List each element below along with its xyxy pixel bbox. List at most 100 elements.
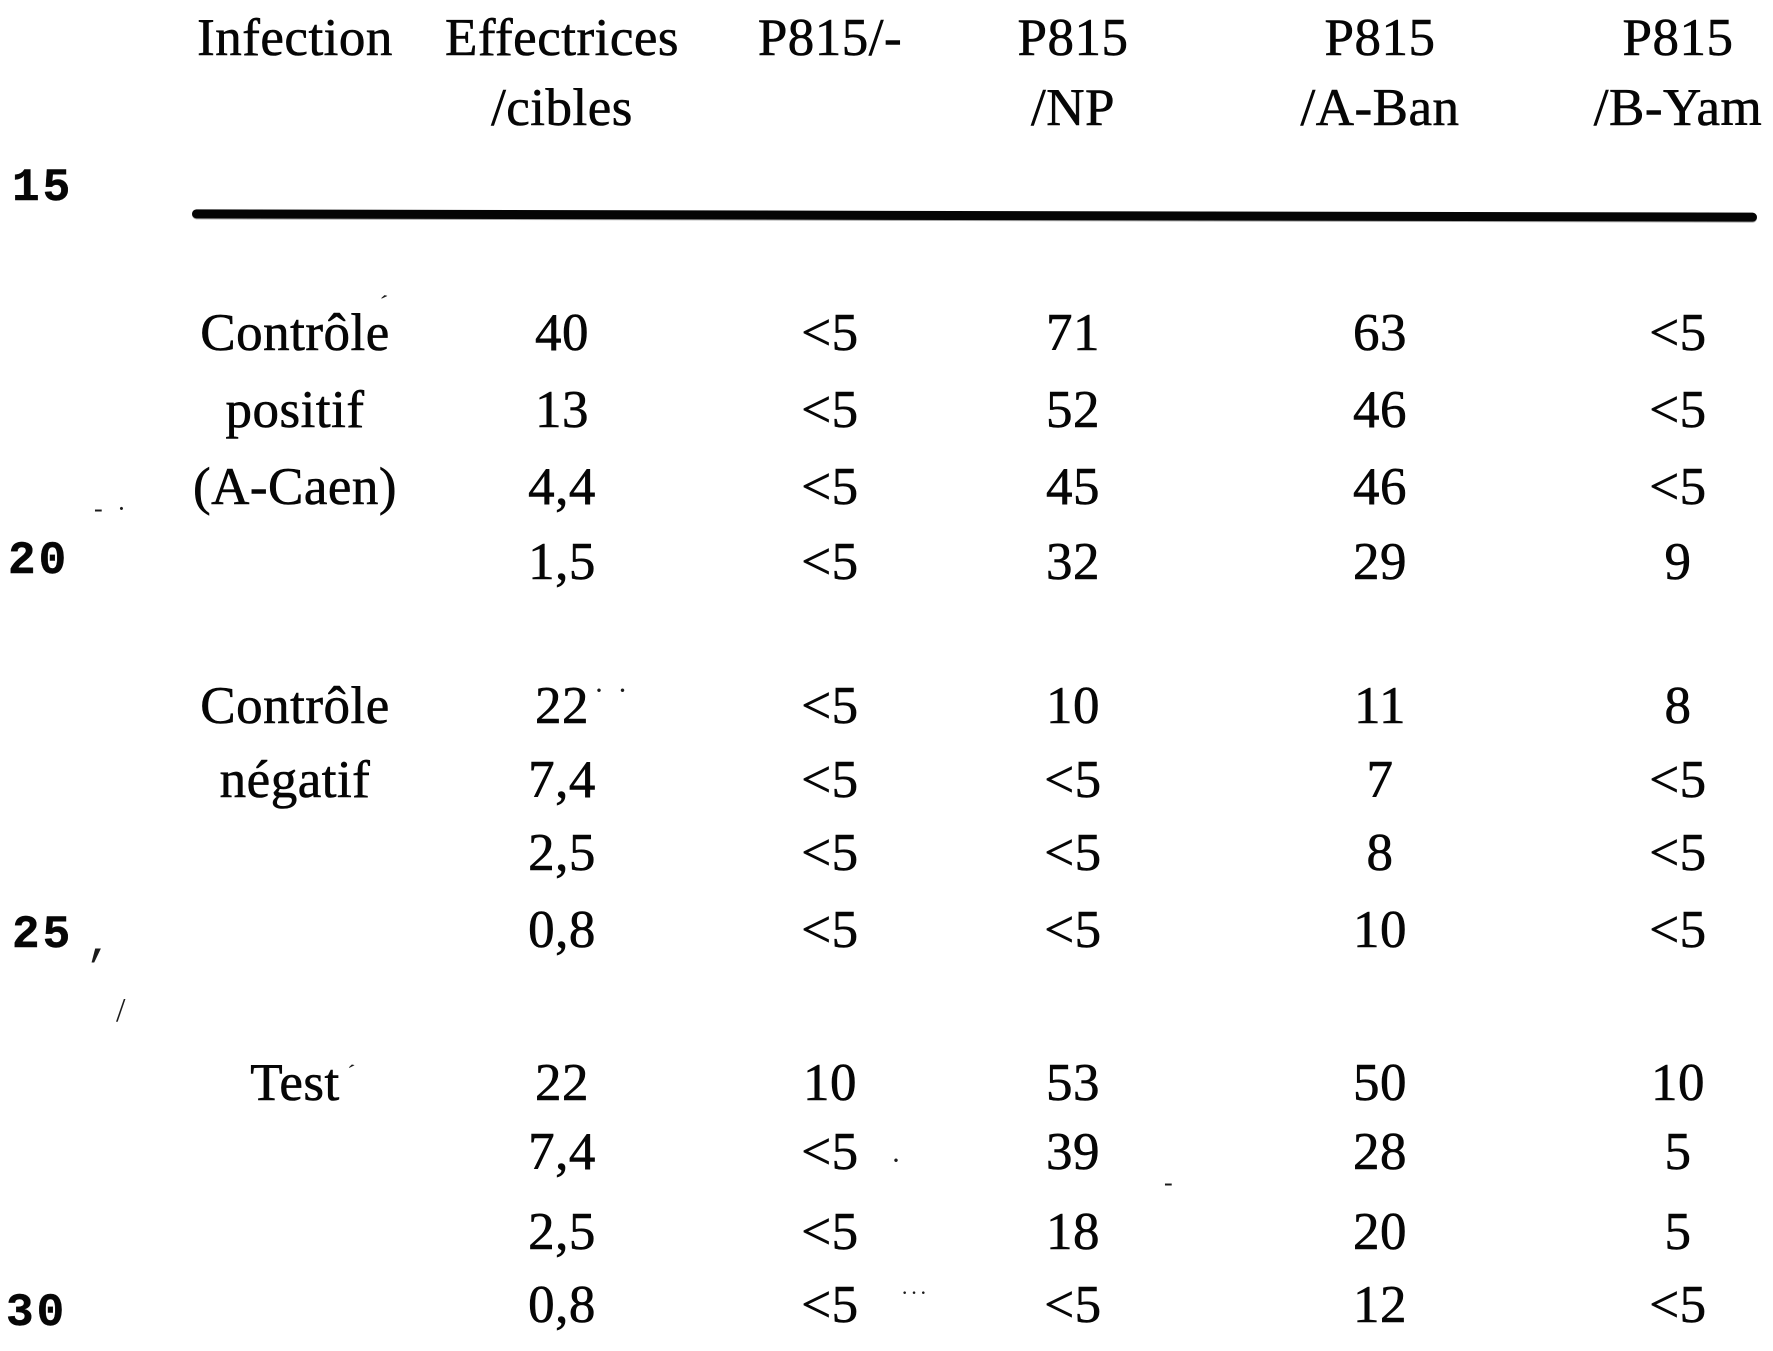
data-cell: 11 bbox=[1353, 677, 1407, 736]
scan-speck: , bbox=[86, 919, 113, 969]
table-header-row-2: /cibles /NP /A-Ban /B-Yam bbox=[0, 76, 1773, 140]
data-cell: 53 bbox=[1046, 1054, 1100, 1113]
line-number-15: 15 bbox=[12, 162, 74, 214]
data-cell: 45 bbox=[1046, 458, 1100, 517]
data-cell: <5 bbox=[1649, 901, 1707, 960]
data-cell: <5 bbox=[801, 1203, 859, 1262]
data-cell: <5 bbox=[1649, 381, 1707, 440]
data-cell: 52 bbox=[1046, 381, 1100, 440]
row-label: (A-Caen) bbox=[192, 458, 398, 517]
data-cell: 7 bbox=[1366, 751, 1394, 810]
table-row: 2,5 <5 18 20 5 bbox=[0, 1200, 1773, 1264]
table-row: négatif 7,4 <5 <5 7 <5 bbox=[0, 748, 1773, 812]
table-row: Test 22 10 53 50 10 bbox=[0, 1051, 1773, 1115]
header-infection: Infection bbox=[197, 9, 393, 68]
table-row: 0,8 <5 <5 10 <5 bbox=[0, 898, 1773, 962]
data-cell: 20 bbox=[1353, 1203, 1407, 1262]
data-cell: 22 bbox=[535, 1054, 589, 1113]
data-cell: <5 bbox=[801, 901, 859, 960]
row-label: Contrôle bbox=[200, 304, 390, 363]
header-rule bbox=[191, 209, 1758, 222]
data-cell: 18 bbox=[1046, 1203, 1100, 1262]
data-cell: 4,4 bbox=[528, 458, 596, 517]
data-cell: 7,4 bbox=[528, 751, 596, 810]
data-cell: 7,4 bbox=[528, 1123, 596, 1182]
header-p815-byam: P815 bbox=[1622, 9, 1734, 68]
data-cell: <5 bbox=[801, 1123, 859, 1182]
data-cell: 2,5 bbox=[528, 824, 596, 883]
row-label: négatif bbox=[219, 751, 371, 810]
data-cell: 40 bbox=[535, 304, 589, 363]
data-cell: <5 bbox=[1649, 458, 1707, 517]
data-cell: <5 bbox=[801, 304, 859, 363]
data-cell: 13 bbox=[535, 381, 589, 440]
data-cell: 22 bbox=[535, 677, 589, 736]
line-number-25: 25 bbox=[12, 909, 74, 961]
data-cell: 12 bbox=[1353, 1276, 1407, 1335]
data-cell: <5 bbox=[801, 458, 859, 517]
header-aban-sub: /A-Ban bbox=[1300, 79, 1460, 138]
data-cell: 63 bbox=[1353, 304, 1407, 363]
scan-speck: · bbox=[891, 1144, 901, 1177]
data-cell: <5 bbox=[801, 381, 859, 440]
data-cell: <5 bbox=[1044, 901, 1102, 960]
data-cell: <5 bbox=[1044, 824, 1102, 883]
data-cell: <5 bbox=[1649, 751, 1707, 810]
data-cell: 32 bbox=[1046, 533, 1100, 592]
table-row: (A-Caen) 4,4 <5 45 46 <5 bbox=[0, 455, 1773, 519]
scan-speck: - · bbox=[94, 494, 130, 523]
data-cell: 10 bbox=[1651, 1054, 1705, 1113]
header-p815-minus: P815/- bbox=[757, 9, 903, 68]
data-cell: 8 bbox=[1366, 824, 1394, 883]
header-p815-np: P815 bbox=[1017, 9, 1129, 68]
header-cibles: /cibles bbox=[491, 79, 633, 138]
data-cell: 50 bbox=[1353, 1054, 1407, 1113]
data-cell: 46 bbox=[1353, 381, 1407, 440]
data-cell: 10 bbox=[1046, 677, 1100, 736]
header-effectrices: Effectrices bbox=[444, 9, 680, 68]
data-cell: 2,5 bbox=[528, 1203, 596, 1262]
data-cell: 10 bbox=[1353, 901, 1407, 960]
data-cell: <5 bbox=[801, 824, 859, 883]
table-row: positif 13 <5 52 46 <5 bbox=[0, 378, 1773, 442]
scan-speck: / bbox=[116, 992, 126, 1029]
table-row: 0,8 <5 <5 12 <5 bbox=[0, 1273, 1773, 1337]
header-np-sub: /NP bbox=[1031, 79, 1115, 138]
data-cell: 5 bbox=[1664, 1123, 1692, 1182]
data-cell: 29 bbox=[1353, 533, 1407, 592]
data-cell: 39 bbox=[1046, 1123, 1100, 1182]
data-cell: <5 bbox=[1044, 751, 1102, 810]
data-cell: <5 bbox=[1649, 824, 1707, 883]
table-row: 1,5 <5 32 29 9 bbox=[0, 530, 1773, 594]
row-label: Contrôle bbox=[200, 677, 390, 736]
line-number-30: 30 bbox=[6, 1287, 68, 1339]
data-cell: 0,8 bbox=[528, 1276, 596, 1335]
header-byam-sub: /B-Yam bbox=[1593, 79, 1763, 138]
row-label: positif bbox=[225, 381, 365, 440]
data-cell: 0,8 bbox=[528, 901, 596, 960]
table-row: 7,4 <5 39 28 5 bbox=[0, 1120, 1773, 1184]
data-cell: 9 bbox=[1664, 533, 1692, 592]
data-cell: 5 bbox=[1664, 1203, 1692, 1262]
data-cell: 71 bbox=[1046, 304, 1100, 363]
scan-speck: · · bbox=[594, 674, 631, 707]
table-header-row-1: Infection Effectrices P815/- P815 P815 P… bbox=[0, 6, 1773, 70]
line-number-20: 20 bbox=[8, 535, 70, 587]
header-p815-aban: P815 bbox=[1324, 9, 1436, 68]
data-cell: 46 bbox=[1353, 458, 1407, 517]
table-row: Contrôle 22 <5 10 11 8 bbox=[0, 674, 1773, 738]
data-cell: 28 bbox=[1353, 1123, 1407, 1182]
data-cell: <5 bbox=[1649, 304, 1707, 363]
data-cell: <5 bbox=[1649, 1276, 1707, 1335]
scan-speck: ··· bbox=[901, 1280, 929, 1305]
table-row: 2,5 <5 <5 8 <5 bbox=[0, 821, 1773, 885]
data-cell: 8 bbox=[1664, 677, 1692, 736]
data-cell: <5 bbox=[801, 533, 859, 592]
row-label: Test bbox=[250, 1054, 340, 1113]
table-row: Contrôle 40 <5 71 63 <5 bbox=[0, 301, 1773, 365]
data-cell: <5 bbox=[801, 751, 859, 810]
data-cell: 10 bbox=[803, 1054, 857, 1113]
data-cell: <5 bbox=[1044, 1276, 1102, 1335]
data-cell: <5 bbox=[801, 1276, 859, 1335]
